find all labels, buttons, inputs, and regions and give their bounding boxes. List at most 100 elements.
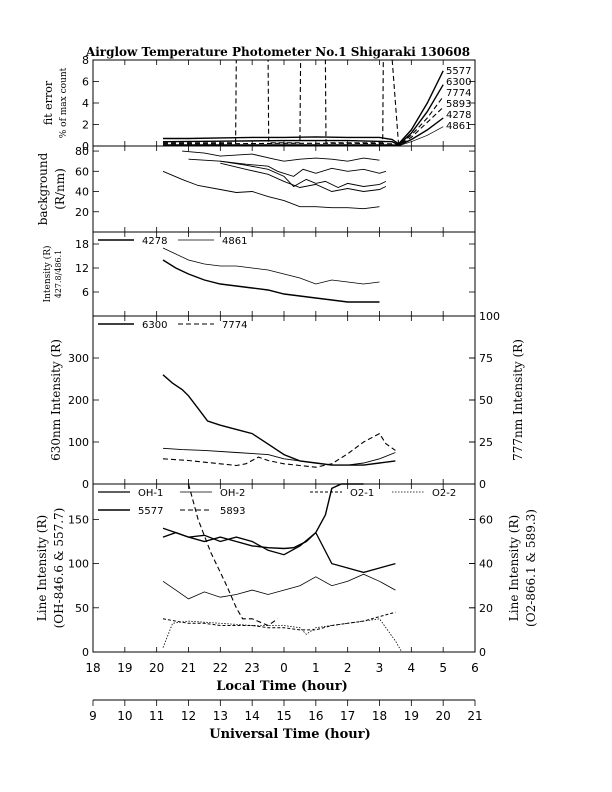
y-tick-label: 0 [82, 478, 89, 491]
right-y-tick-label: 100 [479, 310, 500, 323]
legend-label-4861: 4861 [222, 236, 247, 247]
line-intensity-ylabel: Line Intensity (R) [35, 515, 49, 621]
y-tick-label: 12 [75, 262, 89, 275]
right-y-tick-label: 50 [479, 394, 493, 407]
figure-title: Airglow Temperature Photometer No.1 Shig… [85, 45, 470, 59]
background-ylabel: background [36, 152, 50, 225]
legend-label-6300: 6300 [446, 77, 471, 88]
ut-tick-label: 16 [308, 709, 323, 723]
series-line [162, 170, 380, 210]
series-line-5893 [187, 483, 278, 627]
legend-label-oh-1: OH-1 [138, 488, 163, 499]
right-y-tick-label: 75 [479, 352, 493, 365]
ut-tick-label: 9 [89, 709, 97, 723]
intensity-ylabel: Intensity (R) [42, 246, 53, 303]
777nm-ylabel: 777nm Intensity (R) [511, 339, 525, 461]
ut-tick-label: 12 [181, 709, 196, 723]
y-tick-label: 40 [75, 186, 89, 199]
local-time-tick-label: 3 [376, 661, 384, 675]
series-line-4278 [162, 259, 380, 303]
intensity-ylabel2: 427.8/486.1 [54, 250, 63, 299]
y-tick-label: 2 [82, 119, 89, 132]
local-time-tick-label: 5 [439, 661, 447, 675]
series-line-4861 [162, 247, 380, 285]
panel-intensity-4278-4861: 6 12 18 Intensity (R) 427.8/486.1 4278 4861 [42, 231, 476, 317]
local-time-tick-label: 18 [85, 661, 100, 675]
y-tick-label: 60 [75, 165, 89, 178]
fit-error-ylabel2: % of max count [59, 67, 69, 138]
right-y-tick-label: 25 [479, 436, 493, 449]
y-tick-label: 6 [82, 76, 89, 89]
ut-tick-label: 20 [436, 709, 451, 723]
local-time-tick-label: 19 [117, 661, 132, 675]
panel-630-777-intensity: 0 100 200 300 0 25 50 75 100 630nm Intensity (R)… [49, 310, 525, 491]
legend-label-o2-1: O2-1 [350, 488, 374, 499]
line-intensity-right-ylabel2: (O2-866.1 & 589.3) [524, 509, 538, 627]
legend-label-7774: 7774 [446, 88, 471, 99]
legend-label-5577: 5577 [138, 506, 163, 517]
series-line-oh-2 [162, 573, 396, 600]
ut-tick-label: 21 [467, 709, 482, 723]
legend-label-5893: 5893 [446, 99, 471, 110]
series-line-7774 [163, 59, 444, 146]
ut-tick-label: 10 [117, 709, 132, 723]
background-ylabel2: (R/nm) [53, 168, 67, 210]
series-line [182, 150, 380, 162]
series-line-5577 [163, 70, 444, 145]
y-tick-label: 0 [82, 140, 89, 153]
series-line-oh-1 [162, 527, 396, 574]
series-line [162, 447, 396, 466]
630nm-ylabel: 630nm Intensity (R) [49, 339, 63, 461]
series-line-4278 [163, 117, 444, 147]
line-intensity-right-ylabel: Line Intensity (R) [507, 515, 521, 621]
line-intensity-ylabel2: (OH-846.6 & 557.7) [52, 508, 66, 629]
local-time-tick-label: 4 [408, 661, 416, 675]
panel-background: 20 40 60 80 background (R/nm) [36, 145, 476, 233]
universal-time-axis: 9 10 11 12 13 14 15 16 17 18 19 20 21 [89, 700, 483, 723]
ut-tick-label: 19 [404, 709, 419, 723]
y-tick-label: 0 [82, 646, 89, 659]
legend-label-7774: 7774 [222, 320, 247, 331]
y-tick-label: 6 [82, 286, 89, 299]
series-line-6300 [162, 84, 444, 146]
series-line-6300 [162, 374, 396, 466]
legend-label-4278: 4278 [446, 110, 471, 121]
y-tick-label: 8 [82, 54, 89, 67]
local-time-tick-label: 1 [312, 661, 320, 675]
y-tick-label: 20 [75, 206, 89, 219]
ut-tick-label: 18 [372, 709, 387, 723]
panel-line-intensity: 0 50 100 150 0 20 40 60 Line Intensity (R) (OH-… [35, 483, 538, 659]
y-tick-label: 18 [75, 238, 89, 251]
local-time-label: Local Time (hour) [216, 679, 348, 694]
y-tick-label: 4 [82, 97, 89, 110]
ut-tick-label: 13 [213, 709, 228, 723]
legend-label-5577: 5577 [446, 66, 471, 77]
local-time-tick-label: 2 [344, 661, 352, 675]
series-line-7774 [162, 432, 396, 468]
series-line-5893 [163, 106, 444, 147]
right-y-tick-label: 0 [479, 646, 486, 659]
ut-tick-label: 11 [149, 709, 164, 723]
legend-label-5893: 5893 [220, 506, 245, 517]
local-time-tick-label: 6 [471, 661, 479, 675]
ut-tick-label: 14 [245, 709, 260, 723]
y-tick-label: 100 [68, 436, 89, 449]
series-line-5577 [162, 483, 364, 550]
universal-time-label: Universal Time (hour) [209, 727, 371, 742]
legend-label-oh-2: OH-2 [220, 488, 245, 499]
local-time-tick-label: 20 [149, 661, 164, 675]
y-tick-label: 80 [75, 145, 89, 158]
right-y-tick-label: 0 [479, 478, 486, 491]
y-tick-label: 50 [75, 602, 89, 615]
local-time-tick-label: 0 [280, 661, 288, 675]
right-y-tick-label: 20 [479, 602, 493, 615]
y-tick-label: 200 [68, 394, 89, 407]
right-y-tick-label: 40 [479, 558, 493, 571]
ut-tick-label: 15 [276, 709, 291, 723]
legend-label-4278: 4278 [142, 236, 167, 247]
local-time-tick-label: 22 [213, 661, 228, 675]
y-tick-label: 100 [68, 558, 89, 571]
legend-label-4861: 4861 [446, 121, 471, 132]
right-y-tick-label: 60 [479, 513, 493, 526]
legend-label-6300: 6300 [142, 320, 167, 331]
